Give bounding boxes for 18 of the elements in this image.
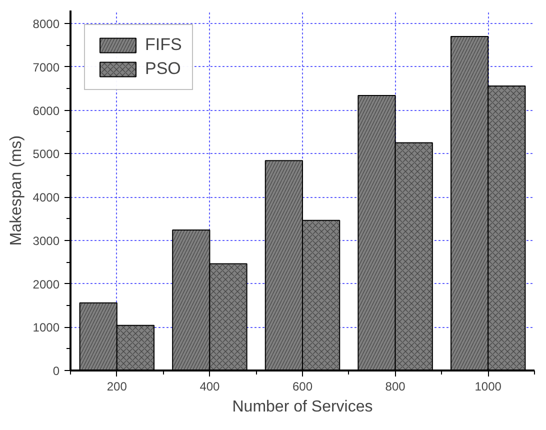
y-tick-label: 3000 [32, 234, 60, 248]
y-tick-label: 2000 [32, 277, 60, 292]
y-axis-title: Makespan (ms) [8, 135, 25, 246]
y-tick-label: 6000 [32, 104, 60, 118]
y-tick-label: 7000 [32, 60, 60, 74]
y-tick-label: 8000 [32, 17, 60, 32]
y-tick-label: 5000 [32, 147, 60, 162]
x-tick-label: 400 [200, 380, 220, 394]
x-tick-label: 800 [385, 380, 406, 394]
x-axis-title: Number of Services [232, 398, 373, 416]
x-tick-label: 600 [292, 380, 313, 394]
legend-label: PSO [145, 59, 181, 79]
y-tick-label: 4000 [32, 190, 60, 205]
y-tick-label: 1000 [32, 320, 60, 335]
legend-label: FIFS [145, 35, 182, 55]
x-tick-label: 200 [106, 380, 128, 394]
y-tick-label: 0 [52, 364, 60, 378]
x-tick-label: 1000 [474, 380, 502, 394]
